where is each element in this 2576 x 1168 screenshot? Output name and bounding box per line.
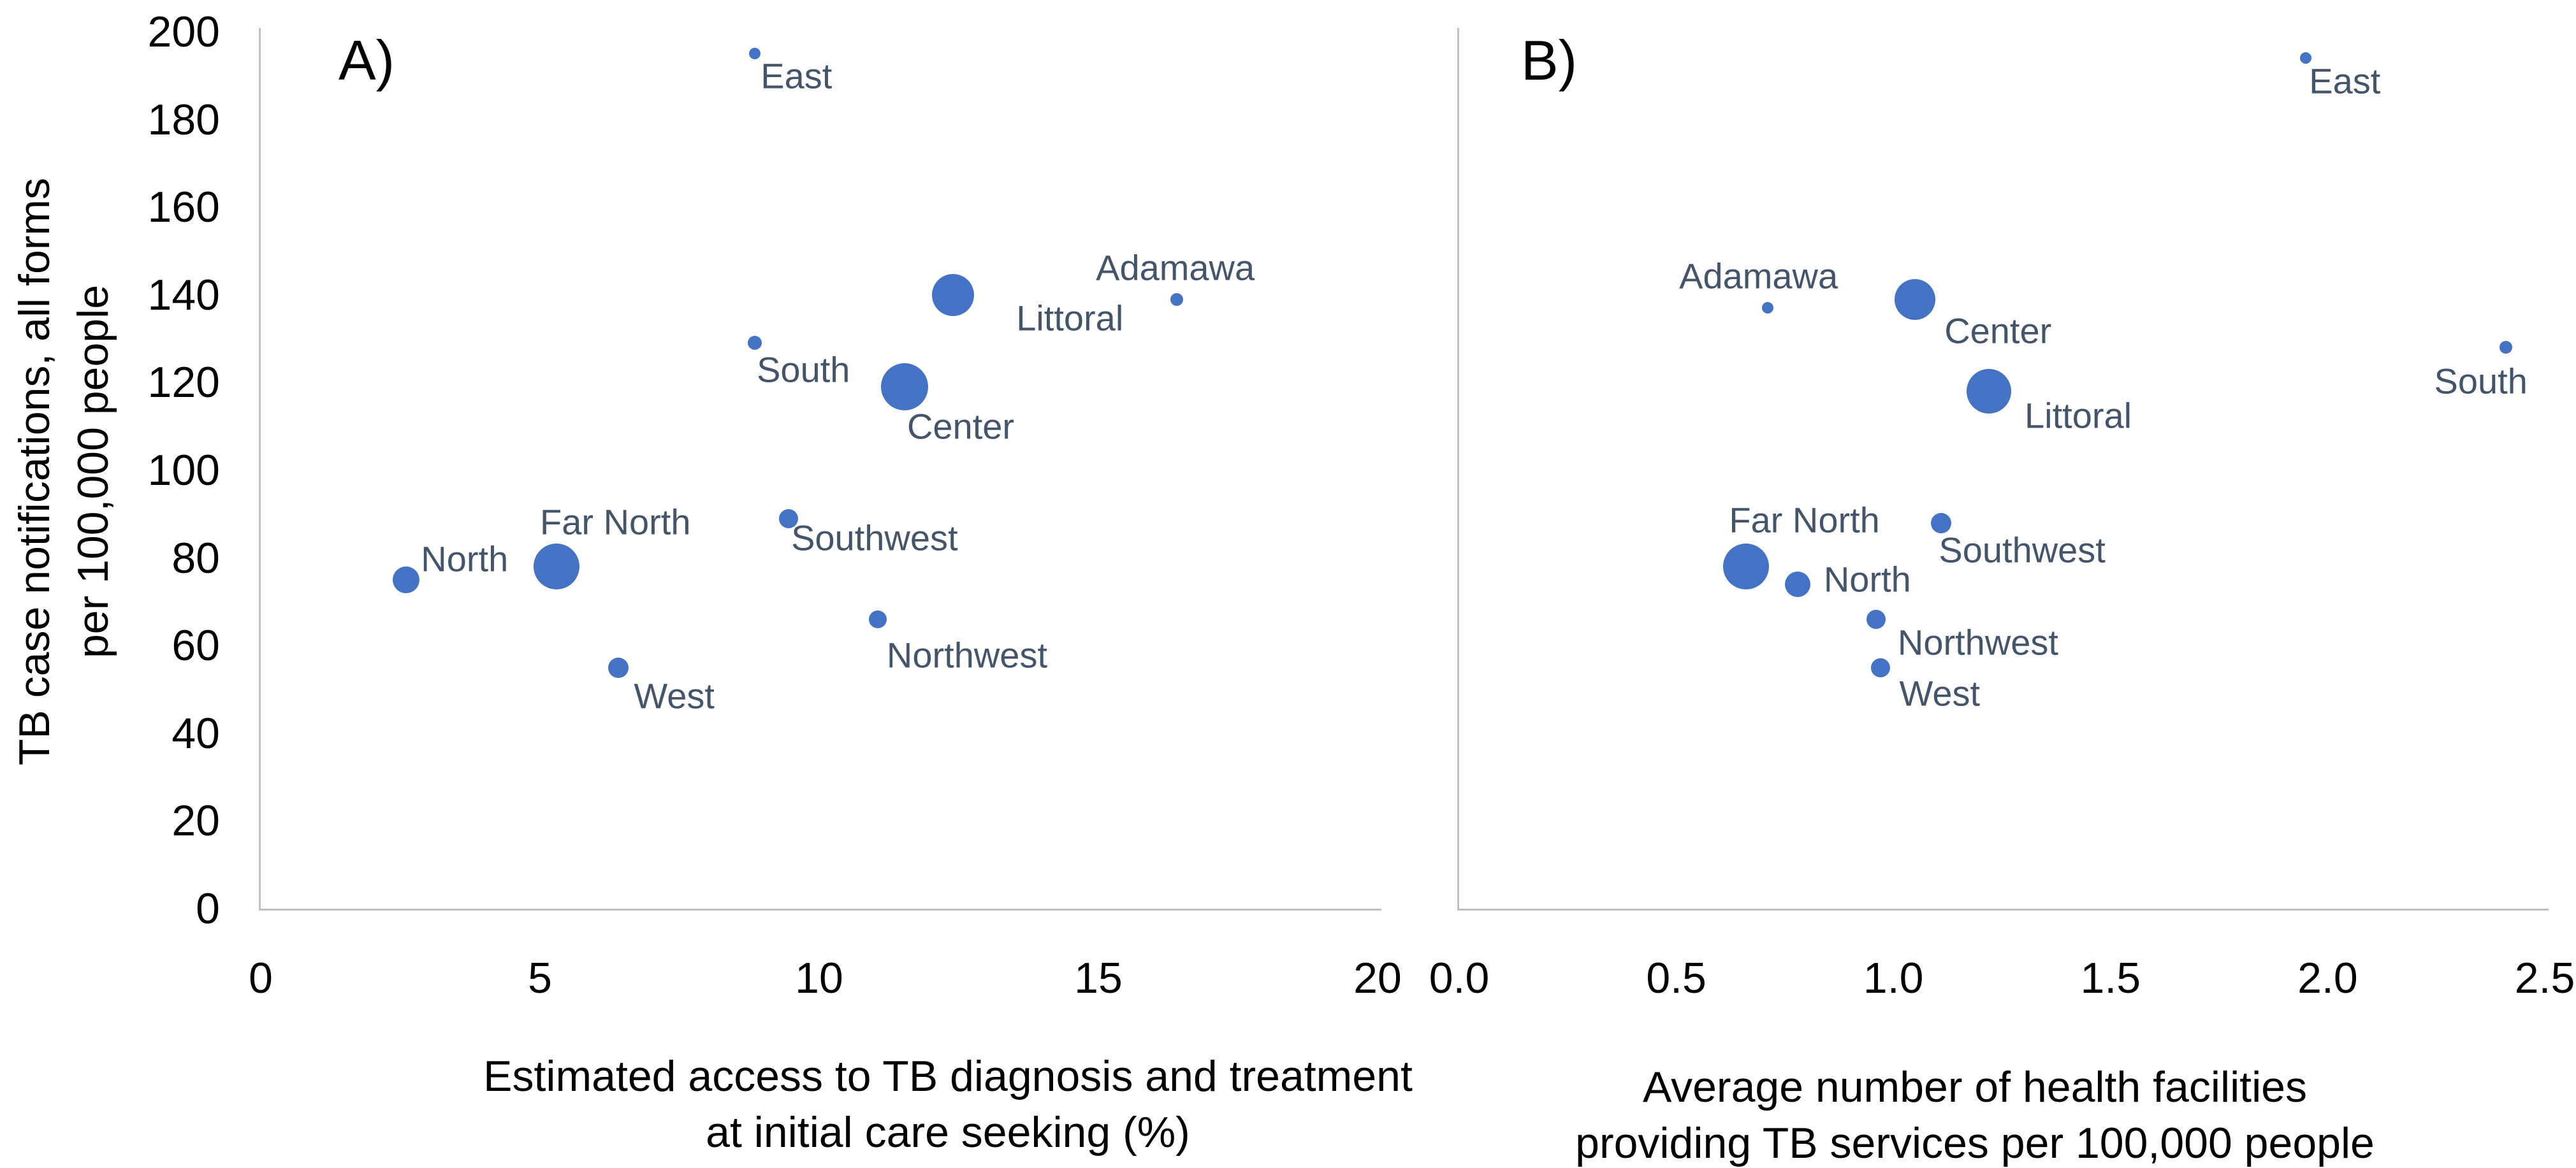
data-point-east	[2300, 52, 2312, 64]
data-point-center	[1895, 278, 1936, 320]
data-point-west	[608, 657, 629, 678]
x-axis-tick-label: 1.0	[1863, 954, 1924, 1002]
y-axis-tick-label: 0	[196, 884, 220, 933]
data-point-label-east: East	[2309, 61, 2381, 101]
panel-b-letter: B)	[1521, 29, 1577, 92]
data-point-label-southwest: Southwest	[791, 517, 958, 558]
x-axis-tick-label: 5	[528, 954, 552, 1002]
x-axis-title-a-line2: at initial care seeking (%)	[706, 1108, 1190, 1157]
data-point-label-far-north: Far North	[1729, 500, 1880, 540]
data-point-northwest	[1866, 609, 1886, 629]
data-point-label-south: South	[2434, 361, 2528, 401]
y-axis-tick-label: 80	[171, 533, 220, 582]
data-point-adamawa	[1170, 292, 1183, 306]
x-axis-line-panel-b	[1457, 909, 2549, 911]
data-point-label-littoral: Littoral	[1016, 298, 1124, 338]
data-point-north	[1785, 571, 1811, 597]
data-point-label-north: North	[421, 538, 509, 579]
y-axis-tick-label: 180	[147, 95, 220, 144]
data-point-littoral	[1967, 369, 2012, 414]
x-axis-tick-label: 2.0	[2297, 954, 2358, 1002]
x-axis-tick-label: 15	[1074, 954, 1123, 1002]
data-point-label-northwest: Northwest	[886, 635, 1048, 675]
data-point-southwest	[1931, 512, 1952, 533]
data-point-label-center: Center	[1944, 310, 2052, 351]
y-axis-line-panel-a	[259, 28, 261, 911]
data-point-east	[749, 48, 761, 60]
data-point-far-north	[1722, 544, 1769, 590]
data-point-littoral	[932, 273, 975, 316]
x-axis-title-panel-b: Average number of health facilities prov…	[1575, 1059, 2375, 1168]
y-axis-tick-label: 120	[147, 358, 220, 407]
x-axis-tick-label: 0	[249, 954, 273, 1002]
data-point-label-southwest: Southwest	[1939, 530, 2106, 570]
x-axis-title-b-line2: providing TB services per 100,000 people	[1575, 1119, 2375, 1167]
x-axis-title-panel-a: Estimated access to TB diagnosis and tre…	[483, 1048, 1413, 1160]
data-point-label-adamawa: Adamawa	[1679, 256, 1838, 296]
data-point-label-far-north: Far North	[540, 501, 691, 542]
x-axis-tick-label: 1.5	[2080, 954, 2141, 1002]
y-axis-tick-label: 60	[171, 621, 220, 670]
x-axis-tick-label: 0.0	[1429, 954, 1490, 1002]
x-axis-tick-label: 20	[1353, 954, 1402, 1002]
y-axis-tick-label: 40	[171, 709, 220, 758]
x-axis-line-panel-a	[259, 909, 1381, 911]
y-axis-tick-label: 160	[147, 183, 220, 232]
y-axis-line-panel-b	[1457, 28, 1459, 911]
data-point-south	[748, 336, 762, 350]
data-point-south	[2499, 341, 2512, 354]
data-point-label-littoral: Littoral	[2025, 395, 2132, 436]
data-point-adamawa	[1761, 302, 1773, 314]
x-axis-title-a-line1: Estimated access to TB diagnosis and tre…	[483, 1052, 1413, 1100]
data-point-far-north	[534, 544, 580, 590]
data-point-northwest	[868, 610, 887, 628]
x-axis-tick-label: 0.5	[1646, 954, 1706, 1002]
data-point-label-northwest: Northwest	[1897, 622, 2058, 663]
y-axis-tick-label: 20	[171, 797, 220, 846]
y-axis-tick-label: 100	[147, 446, 220, 494]
data-point-southwest	[778, 508, 798, 528]
y-axis-tick-label: 140	[147, 270, 220, 319]
data-point-label-adamawa: Adamawa	[1096, 247, 1255, 288]
data-point-label-south: South	[757, 349, 850, 390]
data-point-west	[1870, 658, 1890, 677]
x-axis-title-b-line1: Average number of health facilities	[1642, 1063, 2307, 1111]
data-point-label-west: West	[1899, 673, 1981, 714]
data-point-label-west: West	[634, 675, 715, 716]
data-point-north	[392, 566, 419, 593]
y-axis-tick-label: 200	[147, 8, 220, 56]
x-axis-tick-label: 2.5	[2514, 954, 2575, 1002]
panel-a-letter: A)	[338, 29, 395, 92]
data-point-label-center: Center	[906, 406, 1015, 447]
data-point-label-north: North	[1823, 559, 1911, 600]
data-point-center	[881, 363, 929, 411]
x-axis-tick-label: 10	[795, 954, 843, 1002]
data-point-label-east: East	[760, 55, 833, 96]
